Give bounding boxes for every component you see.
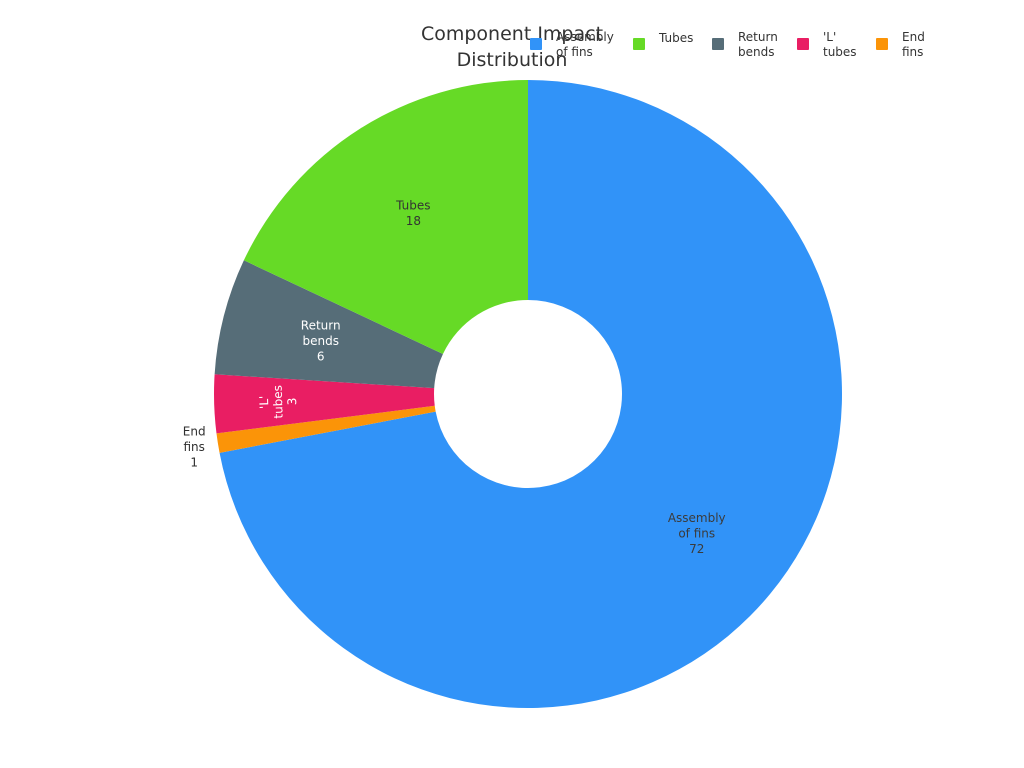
legend-item-return-bends[interactable]: Return bends: [712, 30, 778, 59]
slice-labels-layer: Assembly of fins 72 End fins 1 'L'tubes3Return…: [183, 199, 726, 557]
chart-title: Component Impact Distribution: [421, 23, 603, 71]
legend-swatch: [633, 38, 645, 50]
slice-end-fins[interactable]: [216, 405, 436, 453]
legend-swatch: [530, 38, 542, 50]
legend-label: Return bends: [738, 30, 778, 59]
slice-assembly-of-fins[interactable]: [219, 80, 843, 708]
legend-item-assembly-of-fins[interactable]: Assembly of fins: [530, 30, 614, 59]
legend-swatch: [797, 38, 809, 50]
slice-tubes[interactable]: [243, 80, 528, 354]
chart-title-line: Distribution: [457, 49, 568, 71]
legend-item-end-fins[interactable]: End fins: [876, 30, 925, 59]
legend-swatch: [712, 38, 724, 50]
slice-return-bends[interactable]: [214, 260, 443, 389]
slice-label-tubes: Tubes 18: [395, 199, 430, 229]
legend-label: 'L' tubes: [823, 30, 857, 59]
legend-label: Tubes: [658, 31, 693, 45]
slice-label-l-tubes: 'L'tubes3: [257, 384, 300, 419]
chart-title-line: Component Impact: [421, 23, 603, 45]
slice-label-return-bends: Return bends 6: [301, 318, 341, 363]
slice-l-tubes[interactable]: [214, 374, 435, 434]
slice-label-end-fins: End fins 1: [183, 424, 206, 469]
legend-item-l-tubes[interactable]: 'L' tubes: [797, 30, 857, 59]
legend-label: End fins: [902, 30, 925, 59]
slices-layer: [214, 80, 843, 708]
legend: Assembly of fins Tubes Return bends 'L' tubes E…: [530, 30, 925, 59]
slice-label-assembly-of-fins: Assembly of fins 72: [668, 511, 726, 556]
legend-label: Assembly of fins: [556, 30, 614, 59]
legend-item-tubes[interactable]: Tubes: [633, 31, 693, 50]
legend-swatch: [876, 38, 888, 50]
